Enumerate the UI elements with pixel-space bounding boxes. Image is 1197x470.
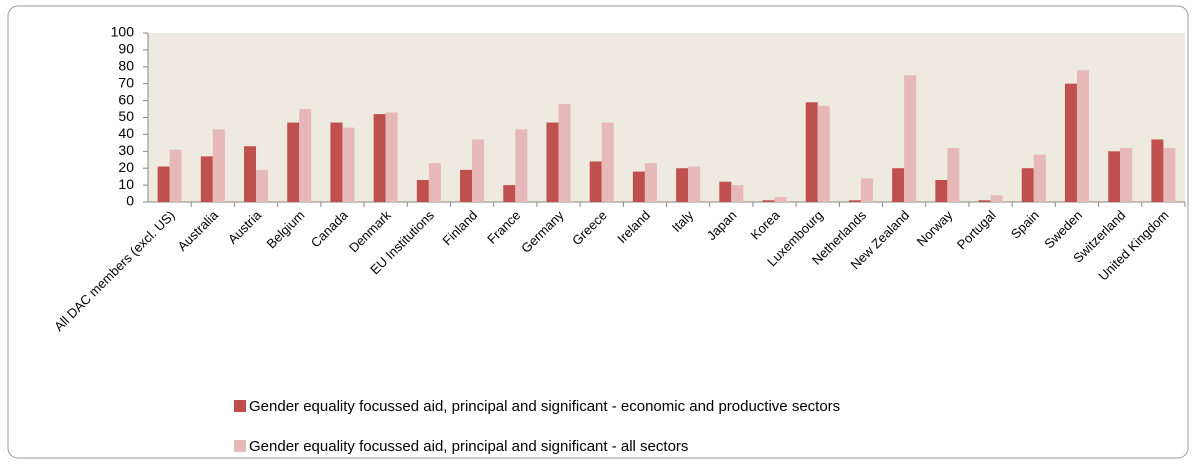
y-tick-label: 0 — [126, 193, 134, 209]
bar — [416, 180, 429, 202]
bar — [632, 171, 645, 202]
bar — [589, 161, 602, 202]
bar — [472, 139, 485, 202]
bar — [688, 166, 701, 202]
bar — [200, 156, 213, 202]
y-tick-label: 50 — [118, 108, 134, 124]
bar — [1021, 168, 1034, 202]
bar — [676, 168, 689, 202]
bar — [860, 178, 873, 202]
bar — [805, 102, 818, 202]
bar — [990, 195, 1003, 202]
bar — [460, 169, 473, 202]
bar — [644, 163, 657, 202]
y-tick-label: 30 — [118, 142, 134, 158]
bar — [1151, 139, 1164, 202]
y-tick-label: 80 — [118, 58, 134, 74]
y-tick-label: 90 — [118, 41, 134, 57]
bar — [904, 75, 917, 202]
legend-label: Gender equality focussed aid, principal … — [249, 438, 688, 455]
bar — [515, 129, 528, 202]
y-tick-label: 40 — [118, 125, 134, 141]
bar — [428, 163, 441, 202]
bar — [287, 122, 300, 202]
bar — [212, 129, 225, 202]
bar — [244, 146, 257, 202]
bar — [601, 122, 614, 202]
bar — [503, 185, 516, 202]
bar — [774, 196, 787, 202]
bar — [1076, 70, 1089, 203]
bar — [935, 180, 948, 202]
bar — [256, 169, 269, 202]
bar — [299, 109, 312, 202]
bar — [731, 185, 744, 202]
bar — [719, 181, 732, 202]
bar — [1033, 154, 1046, 202]
plot-area — [148, 33, 1185, 202]
bar — [546, 122, 559, 202]
bar — [373, 114, 386, 202]
y-tick-label: 100 — [111, 24, 135, 40]
bar — [1163, 147, 1176, 202]
bar — [892, 168, 905, 202]
y-tick-label: 10 — [118, 176, 134, 192]
bar — [1120, 147, 1133, 202]
legend-swatch — [234, 440, 246, 452]
legend-swatch — [234, 400, 246, 412]
bar — [762, 200, 775, 202]
bar — [848, 200, 861, 202]
bar — [385, 112, 398, 202]
y-tick-label: 20 — [118, 159, 134, 175]
y-tick-label: 60 — [118, 91, 134, 107]
bar — [157, 166, 170, 202]
bar — [558, 103, 571, 202]
bar — [978, 200, 991, 202]
bar — [1108, 151, 1121, 202]
bar — [169, 149, 182, 202]
y-tick-label: 70 — [118, 74, 134, 90]
bar — [817, 105, 830, 202]
legend-label: Gender equality focussed aid, principal … — [249, 398, 840, 415]
bar — [330, 122, 343, 202]
bar — [1064, 83, 1077, 202]
bar — [947, 147, 960, 202]
bar — [342, 127, 355, 202]
